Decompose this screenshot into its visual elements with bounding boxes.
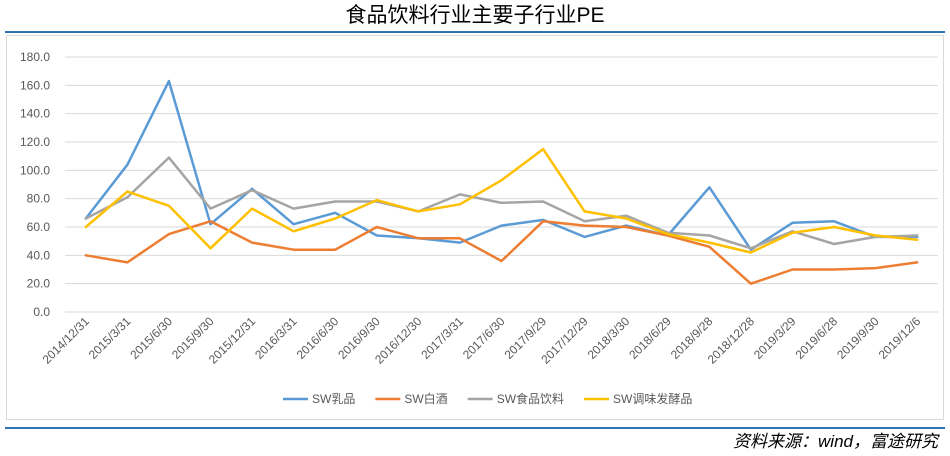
title-divider — [5, 31, 945, 33]
y-tick-label: 40.0 — [27, 248, 51, 262]
y-tick-label: 120.0 — [20, 135, 50, 149]
y-tick-label: 20.0 — [27, 277, 51, 291]
series-line-condiment — [84, 147, 919, 254]
series-line-dairy — [84, 79, 919, 251]
y-tick-label: 160.0 — [20, 78, 50, 92]
footer-divider — [5, 427, 945, 429]
y-tick-label: 140.0 — [20, 107, 50, 121]
y-tick-label: 100.0 — [20, 163, 50, 177]
y-tick-label: 80.0 — [27, 192, 51, 206]
chart-title: 食品饮料行业主要子行业PE — [345, 4, 605, 27]
legend-item: SW乳品 — [283, 392, 355, 406]
y-tick-label: 180.0 — [20, 50, 50, 64]
legend-item: SW调味发酵品 — [584, 391, 692, 406]
legend-label: SW乳品 — [312, 392, 355, 406]
source-note: 资料来源：wind，富途研究 — [733, 432, 938, 451]
legend-item: SW白酒 — [375, 391, 448, 406]
line-chart: 0.0 20.0 40.0 60.0 80.0 100.0 120.0 140.0 160.0 1… — [6, 35, 944, 420]
legend-label: SW调味发酵品 — [613, 391, 692, 406]
legend-label: SW白酒 — [404, 391, 447, 406]
y-tick-label: 60.0 — [27, 220, 51, 234]
legend-item: SW食品饮料 — [467, 391, 564, 406]
legend: SW乳品 SW白酒 SW食品饮料 SW调味发酵品 — [283, 391, 692, 406]
series-line-baijiu — [84, 220, 919, 285]
legend-label: SW食品饮料 — [497, 391, 564, 406]
y-tick-label: 0.0 — [33, 305, 50, 319]
series-line-food-beverage — [84, 156, 919, 250]
